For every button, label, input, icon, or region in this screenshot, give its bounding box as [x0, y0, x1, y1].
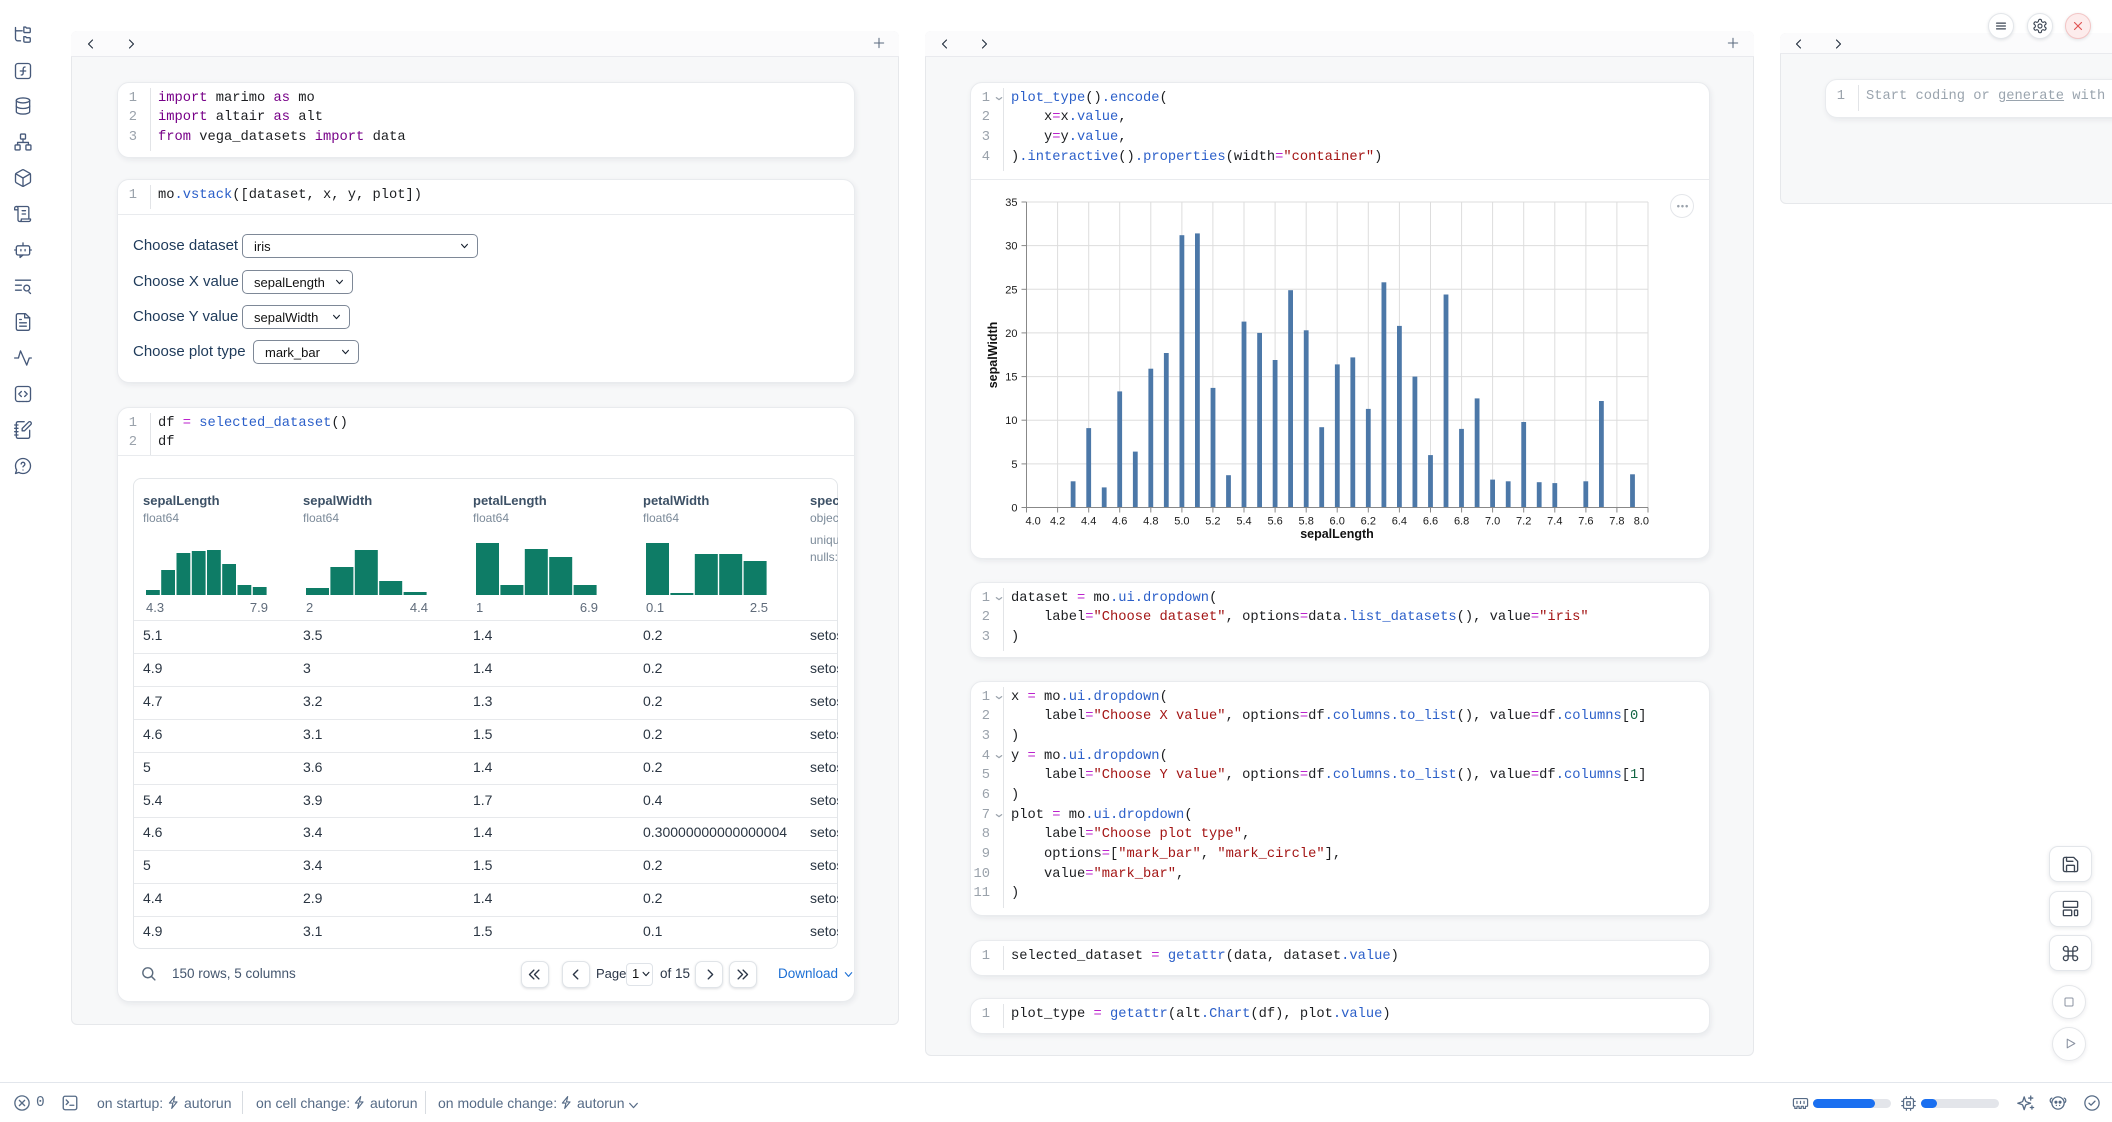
svg-text:5.2: 5.2	[1205, 516, 1220, 528]
svg-text:sepalWidth: sepalWidth	[986, 322, 1000, 389]
svg-text:35: 35	[1005, 197, 1017, 209]
svg-text:6.2: 6.2	[1361, 516, 1376, 528]
svg-text:10: 10	[1005, 415, 1017, 427]
svg-text:4.0: 4.0	[1026, 516, 1041, 528]
svg-text:0: 0	[1011, 503, 1017, 515]
svg-text:6.8: 6.8	[1454, 516, 1469, 528]
svg-text:5.0: 5.0	[1174, 516, 1189, 528]
svg-text:6.4: 6.4	[1392, 516, 1407, 528]
svg-text:4.6: 4.6	[1112, 516, 1127, 528]
svg-text:7.4: 7.4	[1547, 516, 1562, 528]
svg-text:25: 25	[1005, 284, 1017, 296]
svg-text:sepalLength: sepalLength	[1300, 527, 1374, 541]
svg-text:5.6: 5.6	[1267, 516, 1282, 528]
svg-text:7.8: 7.8	[1609, 516, 1624, 528]
svg-text:7.6: 7.6	[1578, 516, 1593, 528]
svg-text:7.0: 7.0	[1485, 516, 1500, 528]
svg-text:20: 20	[1005, 328, 1017, 340]
svg-text:4.2: 4.2	[1050, 516, 1065, 528]
svg-text:8.0: 8.0	[1634, 516, 1649, 528]
svg-text:6.6: 6.6	[1423, 516, 1438, 528]
svg-text:6.0: 6.0	[1330, 516, 1345, 528]
svg-text:5.8: 5.8	[1299, 516, 1314, 528]
svg-text:4.4: 4.4	[1081, 516, 1096, 528]
svg-text:5: 5	[1011, 459, 1017, 471]
svg-text:4.8: 4.8	[1143, 516, 1158, 528]
svg-text:7.2: 7.2	[1516, 516, 1531, 528]
svg-text:30: 30	[1005, 241, 1017, 253]
svg-text:5.4: 5.4	[1236, 516, 1251, 528]
svg-text:15: 15	[1005, 372, 1017, 384]
